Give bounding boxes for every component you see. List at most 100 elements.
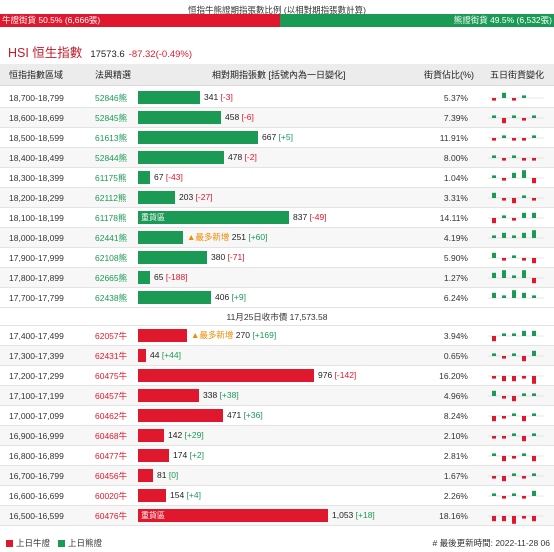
sparkline-bar <box>512 473 516 476</box>
row-contract-value: 338 [+38] <box>203 389 239 402</box>
sparkline-bar <box>522 170 526 178</box>
sparkline-bar <box>522 232 526 238</box>
sparkline-bar <box>532 295 536 298</box>
page-title: 恒指牛熊證期指張數比例 (以相對期指張數計算) <box>187 5 367 15</box>
row-warrant-code[interactable]: 60457牛 <box>95 391 128 401</box>
contract-count: 458 <box>225 112 240 122</box>
row-warrant-code[interactable]: 62665熊 <box>95 273 128 283</box>
sparkline-bar <box>502 516 506 522</box>
row-warrant-code[interactable]: 62112熊 <box>95 193 127 203</box>
sparkline-bar <box>502 396 506 399</box>
row-contract-value: 976 [-142] <box>318 369 356 382</box>
row-range: 16,800-16,899 <box>9 451 64 461</box>
sparkline-bar <box>532 198 536 201</box>
sparkline-bar <box>502 232 506 238</box>
five-day-change-sparkline <box>488 155 544 161</box>
contract-delta: [+18] <box>355 510 375 520</box>
sparkline-bar <box>532 393 536 396</box>
row-warrant-code[interactable]: 62057牛 <box>95 331 128 341</box>
row-bar-area: 81 [0] <box>138 469 438 483</box>
five-day-change-sparkline <box>488 252 544 264</box>
row-contract-value: 837 [-49] <box>293 211 327 224</box>
sparkline-bar <box>522 496 526 499</box>
row-warrant-code[interactable]: 61175熊 <box>95 173 127 183</box>
contract-count: 81 <box>157 470 167 480</box>
contract-count: 976 <box>318 370 333 380</box>
sparkline-bar <box>492 416 496 422</box>
row-warrant-code[interactable]: 60475牛 <box>95 371 128 381</box>
sparkline-bar <box>522 158 526 161</box>
row-bar-area: 重貨區 837 [-49] <box>138 211 438 225</box>
row-warrant-code[interactable]: 62431牛 <box>95 351 128 361</box>
sparkline-bar <box>532 178 536 184</box>
row-warrant-code[interactable]: 60468牛 <box>95 431 128 441</box>
header-code: 法興精選 <box>95 70 132 80</box>
five-day-change-sparkline <box>488 515 544 524</box>
contract-delta: [+60] <box>248 232 268 242</box>
legend-bear-label: 上日熊證 <box>68 538 103 548</box>
row-bar-area: ▲最多新增 270 [+169] <box>138 329 438 343</box>
row-warrant-code[interactable]: 52844熊 <box>95 153 128 163</box>
contract-delta: [-49] <box>309 212 327 222</box>
row-warrant-code[interactable]: 62438熊 <box>95 293 128 303</box>
row-range: 18,200-18,299 <box>9 193 64 203</box>
row-warrant-code[interactable]: 52845熊 <box>95 113 128 123</box>
bull-ratio-segment: 牛證街貨 50.5% (6,666張) <box>0 14 280 27</box>
row-share-pct: 11.91% <box>439 133 468 143</box>
sparkline-bar <box>492 292 496 298</box>
row-contract-bar <box>138 231 183 244</box>
sparkline-bar <box>512 413 516 416</box>
row-range: 16,700-16,799 <box>9 471 64 481</box>
table-row: 16,700-16,799 60456牛 81 [0] 1.67% <box>0 466 554 486</box>
row-range: 17,400-17,499 <box>9 331 64 341</box>
row-bar-area: 380 [-71] <box>138 251 438 265</box>
sparkline-bar <box>502 496 506 499</box>
row-warrant-code[interactable]: 60462牛 <box>95 411 128 421</box>
contract-delta: [-43] <box>165 172 183 182</box>
sparkline-bar <box>532 330 536 336</box>
row-contract-bar <box>138 271 150 284</box>
row-warrant-code[interactable]: 61613熊 <box>95 133 128 143</box>
row-warrant-code[interactable]: 61178熊 <box>95 213 127 223</box>
sparkline-bar <box>522 95 526 98</box>
sparkline-bar <box>522 416 526 422</box>
row-warrant-code[interactable]: 60456牛 <box>95 471 128 481</box>
row-contract-value: ▲最多新增 270 [+169] <box>191 329 276 342</box>
sparkline-bar <box>512 433 516 436</box>
row-warrant-code[interactable]: 60476牛 <box>95 511 128 521</box>
sparkline-bar <box>532 473 536 476</box>
sparkline-bar <box>512 138 516 141</box>
legend-bear-swatch <box>58 539 66 547</box>
row-contract-bar <box>138 469 153 482</box>
row-warrant-code[interactable]: 62108熊 <box>95 253 128 263</box>
contract-count: 270 <box>235 330 250 340</box>
sparkline-bar <box>502 135 506 138</box>
sparkline-bar <box>532 456 536 462</box>
row-warrant-code[interactable]: 62441熊 <box>95 233 128 243</box>
table-row: 18,300-18,399 61175熊 67 [-43] 1.04% <box>0 168 554 188</box>
five-day-change-sparkline <box>488 350 544 362</box>
contract-count: 203 <box>179 192 194 202</box>
sparkline-bar <box>512 493 516 496</box>
sparkline-bar <box>512 198 516 204</box>
sparkline-bar <box>522 356 526 362</box>
row-contract-bar <box>138 171 150 184</box>
sparkline-bar <box>492 516 496 522</box>
row-contract-value: 380 [-71] <box>211 251 245 264</box>
row-range: 17,100-17,199 <box>9 391 64 401</box>
table-row: 16,600-16,699 60020牛 154 [+4] 2.26% <box>0 486 554 506</box>
row-share-pct: 18.16% <box>439 511 468 521</box>
contract-count: 338 <box>203 390 218 400</box>
row-warrant-code[interactable]: 60020牛 <box>95 491 128 501</box>
contract-count: 154 <box>170 490 185 500</box>
contract-delta: [-2] <box>244 152 257 162</box>
row-range: 18,500-18,599 <box>9 133 64 143</box>
sparkline-bar <box>532 433 536 436</box>
five-day-change-sparkline <box>488 390 544 402</box>
row-contract-value: 174 [+2] <box>173 449 204 462</box>
row-warrant-code[interactable]: 52846熊 <box>95 93 128 103</box>
row-contract-value: 471 [+36] <box>227 409 263 422</box>
row-warrant-code[interactable]: 60477牛 <box>95 451 128 461</box>
row-bar-area: 458 [-6] <box>138 111 438 125</box>
sparkline-bar <box>512 516 516 524</box>
